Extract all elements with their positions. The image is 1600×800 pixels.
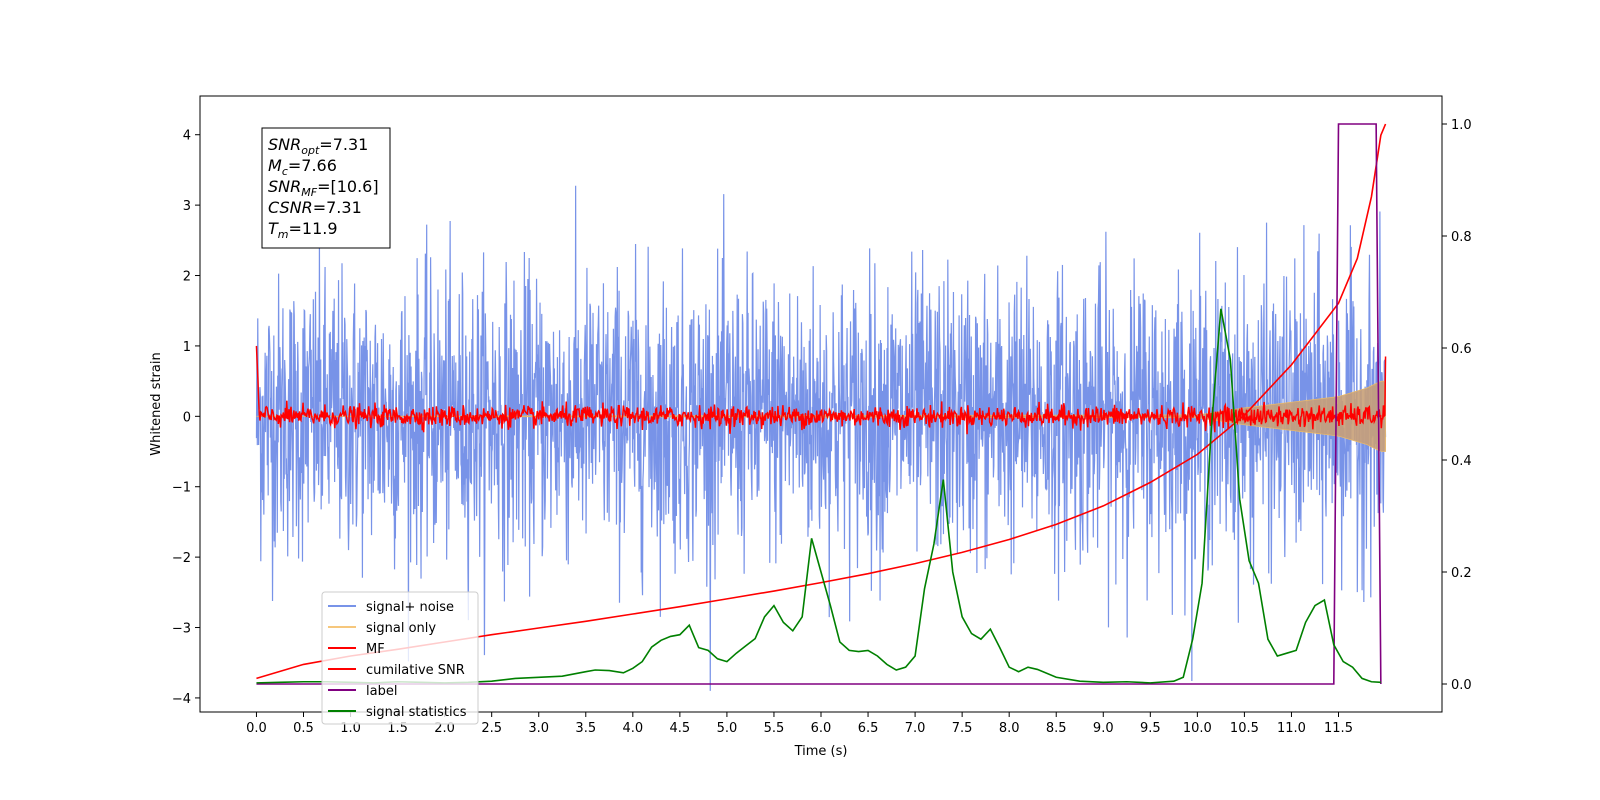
- x-tick-label: 2.5: [481, 721, 502, 736]
- y-tick-label-left: 2: [183, 270, 191, 285]
- x-tick-label: 6.5: [858, 721, 879, 736]
- y-tick-label-left: −4: [172, 692, 191, 707]
- legend-label: signal only: [366, 621, 436, 636]
- y-tick-label-right: 0.2: [1451, 566, 1472, 581]
- x-tick-label: 5.5: [764, 721, 785, 736]
- legend-label: cumilative SNR: [366, 663, 465, 678]
- legend: signal+ noise signal only MF cumilative SNR…: [321, 591, 479, 725]
- y-tick-label-left: 3: [183, 199, 191, 214]
- y-tick-label-left: −3: [172, 622, 191, 637]
- y-tick-label-left: −2: [172, 551, 191, 566]
- x-axis: 0.0 0.5 1.0 1.5 2.0 2.5 3.0 3.5 4.0 4.5 5.0 5.5 6.0 6…: [246, 712, 1353, 736]
- y-tick-label-right: 0.6: [1451, 342, 1472, 357]
- x-tick-label: 10.0: [1183, 721, 1212, 736]
- y-tick-label-left: 1: [183, 340, 191, 355]
- stats-line: SNRMF=[10.6]: [268, 177, 379, 199]
- stats-line: CSNR=7.31: [268, 198, 362, 217]
- y-tick-label-left: 4: [183, 129, 191, 144]
- y-axis-right: 0.0 0.2 0.4 0.6 0.8 1.0: [1442, 118, 1472, 693]
- x-tick-label: 3.0: [528, 721, 549, 736]
- x-tick-label: 5.0: [717, 721, 738, 736]
- series-signal-statistics: [256, 308, 1381, 684]
- series-signal-noise: [255, 185, 1387, 691]
- y-axis-left: −4 −3 −2 −1 0 1 2 3 4: [172, 129, 200, 707]
- stats-line: SNRopt=7.31: [268, 135, 368, 157]
- y-tick-label-right: 0.4: [1451, 454, 1472, 469]
- stats-line: Mc=7.66: [268, 156, 337, 178]
- x-tick-label: 1.5: [387, 721, 408, 736]
- y-tick-label-right: 0.0: [1451, 678, 1472, 693]
- series-layer: [255, 123, 1387, 691]
- series-label: [256, 123, 1382, 685]
- legend-label: label: [366, 684, 397, 699]
- y-tick-label-right: 0.8: [1451, 230, 1472, 245]
- x-tick-label: 11.0: [1277, 721, 1306, 736]
- y-axis-label: Whitened strain: [149, 352, 164, 455]
- x-tick-label: 3.5: [575, 721, 596, 736]
- x-tick-label: 10.5: [1230, 721, 1259, 736]
- x-tick-label: 6.0: [811, 721, 832, 736]
- x-tick-label: 8.0: [999, 721, 1020, 736]
- x-tick-label: 0.0: [246, 721, 267, 736]
- x-tick-label: 8.5: [1046, 721, 1067, 736]
- x-tick-label: 2.0: [434, 721, 455, 736]
- y-tick-label-left: −1: [172, 481, 191, 496]
- x-tick-label: 4.5: [670, 721, 691, 736]
- x-tick-label: 1.0: [340, 721, 361, 736]
- y-tick-label-left: 0: [183, 410, 191, 425]
- x-tick-label: 9.5: [1140, 721, 1161, 736]
- x-tick-label: 7.5: [952, 721, 973, 736]
- stats-line: Tm=11.9: [268, 219, 338, 241]
- x-tick-label: 0.5: [293, 721, 314, 736]
- legend-frame: [321, 591, 479, 725]
- x-axis-label: Time (s): [794, 744, 848, 759]
- legend-label: signal+ noise: [366, 600, 454, 615]
- series-mf: [255, 345, 1387, 435]
- x-tick-label: 7.0: [905, 721, 926, 736]
- x-tick-label: 9.0: [1093, 721, 1114, 736]
- x-tick-label: 4.0: [622, 721, 643, 736]
- y-tick-label-right: 1.0: [1451, 118, 1472, 133]
- stats-box-frame: [261, 127, 391, 249]
- x-tick-label: 11.5: [1324, 721, 1353, 736]
- legend-label: signal statistics: [366, 705, 467, 720]
- legend-label: MF: [366, 642, 385, 657]
